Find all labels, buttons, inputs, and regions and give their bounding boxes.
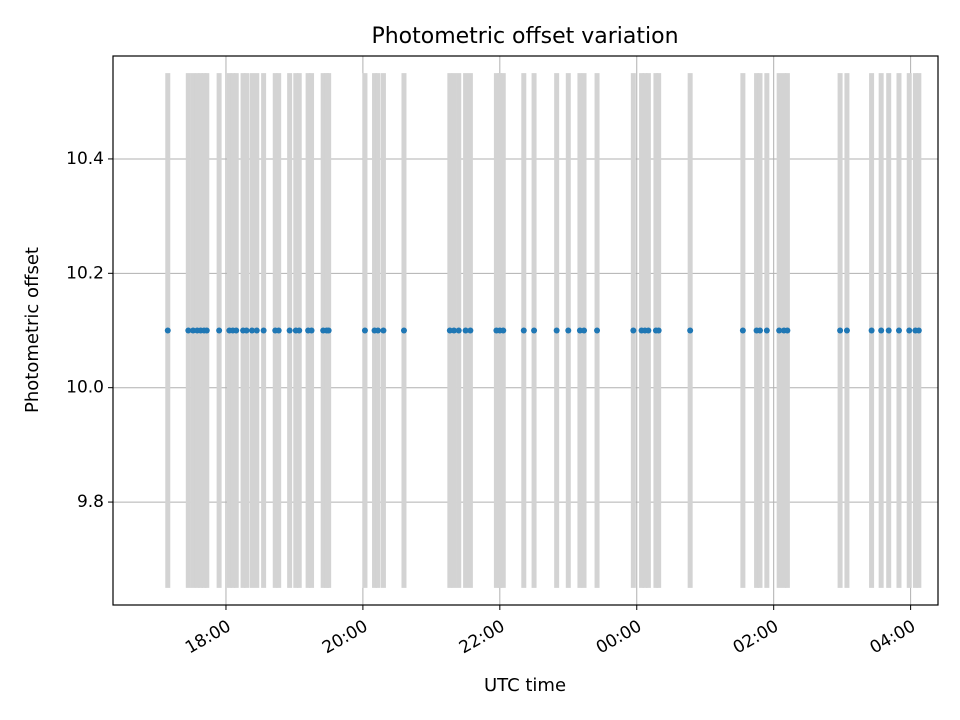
- y-axis-label: Photometric offset: [22, 247, 43, 413]
- data-point: [380, 327, 387, 334]
- data-point: [756, 327, 763, 334]
- plot-frame: [112, 55, 939, 606]
- x-axis-label: UTC time: [484, 675, 566, 696]
- data-point: [286, 327, 293, 334]
- chart-title: Photometric offset variation: [371, 24, 678, 49]
- data-point: [164, 327, 171, 334]
- data-point: [248, 327, 255, 334]
- y-tick-label: 10.2: [66, 263, 104, 283]
- data-point: [576, 327, 583, 334]
- data-point: [837, 327, 844, 334]
- y-tick-label: 10.4: [66, 149, 104, 169]
- data-point: [233, 327, 240, 334]
- data-point: [763, 327, 770, 334]
- data-point: [203, 327, 210, 334]
- data-point: [843, 327, 850, 334]
- data-point: [565, 327, 572, 334]
- y-tick-label: 10.0: [66, 378, 104, 398]
- data-point: [895, 327, 902, 334]
- data-point: [190, 327, 197, 334]
- data-point: [553, 327, 560, 334]
- data-point: [687, 327, 694, 334]
- data-point: [784, 327, 791, 334]
- data-point: [325, 327, 332, 334]
- data-point: [260, 327, 267, 334]
- data-point: [450, 327, 457, 334]
- data-point: [500, 327, 507, 334]
- data-point: [581, 327, 588, 334]
- data-point: [185, 327, 192, 334]
- data-point: [446, 327, 453, 334]
- data-point: [885, 327, 892, 334]
- data-point: [520, 327, 527, 334]
- data-point: [308, 327, 315, 334]
- data-points: [164, 327, 922, 334]
- data-point: [906, 327, 913, 334]
- data-point: [878, 327, 885, 334]
- data-point: [253, 327, 260, 334]
- data-point: [467, 327, 474, 334]
- y-tick-label: 9.8: [77, 492, 104, 512]
- data-point: [361, 327, 368, 334]
- data-point: [868, 327, 875, 334]
- y-axis-ticks: 9.8 10.0 10.2 10.4: [66, 149, 113, 512]
- data-point: [776, 327, 783, 334]
- data-point: [594, 327, 601, 334]
- data-point: [739, 327, 746, 334]
- data-point: [655, 327, 662, 334]
- data-point: [531, 327, 538, 334]
- data-point: [275, 327, 282, 334]
- data-point: [400, 327, 407, 334]
- data-point: [630, 327, 637, 334]
- data-point: [296, 327, 303, 334]
- data-point: [243, 327, 250, 334]
- data-point: [462, 327, 469, 334]
- data-point: [374, 327, 381, 334]
- data-point: [216, 327, 223, 334]
- data-point: [645, 327, 652, 334]
- data-point: [915, 327, 922, 334]
- data-point: [455, 327, 462, 334]
